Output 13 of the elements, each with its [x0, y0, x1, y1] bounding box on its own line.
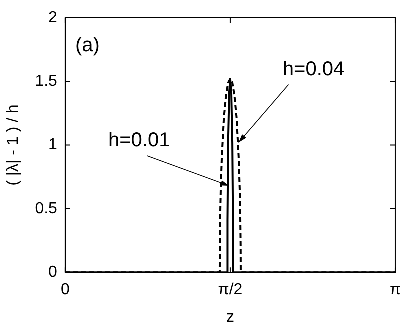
annotation: h=0.01 [108, 130, 170, 152]
y-tick-label: 2 [48, 9, 58, 26]
y-tick-label: 1.5 [35, 73, 58, 90]
y-tick-label: 0.5 [35, 200, 58, 218]
annotation: (a) [75, 34, 100, 57]
x-tick-label: 0 [60, 282, 70, 299]
y-tick-label: 0 [48, 264, 58, 282]
x-axis-title: z [226, 308, 234, 326]
annotation: h=0.04 [282, 58, 345, 80]
x-tick-label: π [390, 282, 402, 299]
y-axis-title: ( |λ| - 1 ) / h [5, 104, 22, 186]
x-tick-label: π/2 [218, 282, 243, 299]
y-tick-label: 1 [48, 136, 58, 154]
